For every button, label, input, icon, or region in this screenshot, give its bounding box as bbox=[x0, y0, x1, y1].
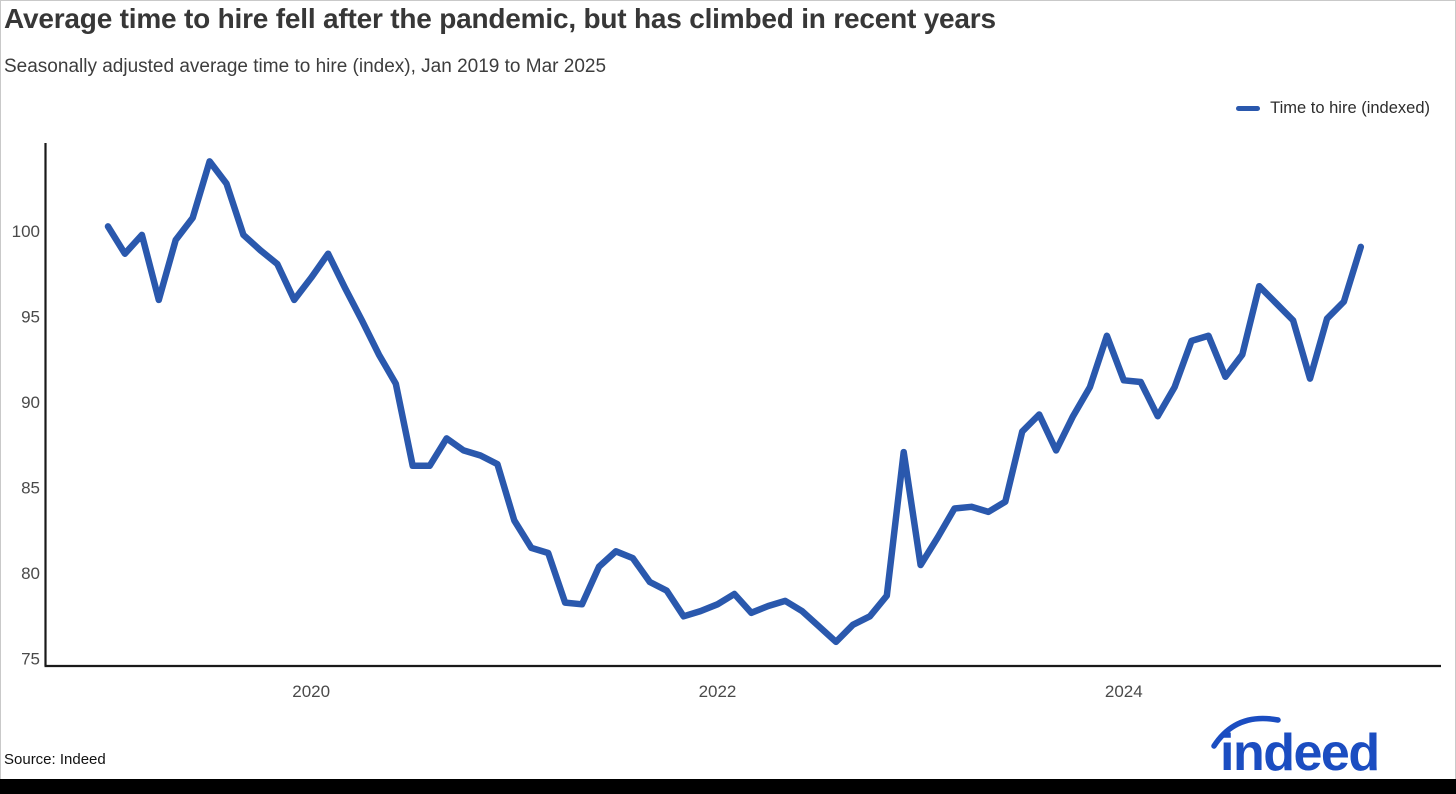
legend: Time to hire (indexed) bbox=[1236, 99, 1430, 118]
time-to-hire-line bbox=[104, 158, 1365, 646]
legend-line-swatch bbox=[1236, 106, 1261, 111]
chart-title: Average time to hire fell after the pand… bbox=[4, 3, 996, 34]
y-tick-label: 85 bbox=[21, 479, 40, 498]
y-tick-label: 95 bbox=[21, 308, 40, 327]
x-tick-label: 2024 bbox=[1105, 682, 1143, 701]
x-tick-label: 2022 bbox=[699, 682, 737, 701]
indeed-logo-arc bbox=[1211, 715, 1281, 749]
legend-label: Time to hire (indexed) bbox=[1270, 99, 1430, 117]
indeed-logo-text: indeed bbox=[1220, 724, 1379, 778]
y-tick-label: 75 bbox=[21, 650, 40, 669]
y-tick-label: 100 bbox=[12, 222, 40, 241]
bottom-border-bar bbox=[0, 779, 1456, 794]
x-tick-label: 2020 bbox=[292, 682, 330, 701]
source-note: Source: Indeed bbox=[4, 751, 106, 768]
indeed-logo: indeed bbox=[1211, 715, 1380, 778]
chart-subtitle: Seasonally adjusted average time to hire… bbox=[4, 56, 607, 77]
y-tick-label: 80 bbox=[21, 564, 40, 583]
y-tick-label: 90 bbox=[21, 393, 40, 412]
